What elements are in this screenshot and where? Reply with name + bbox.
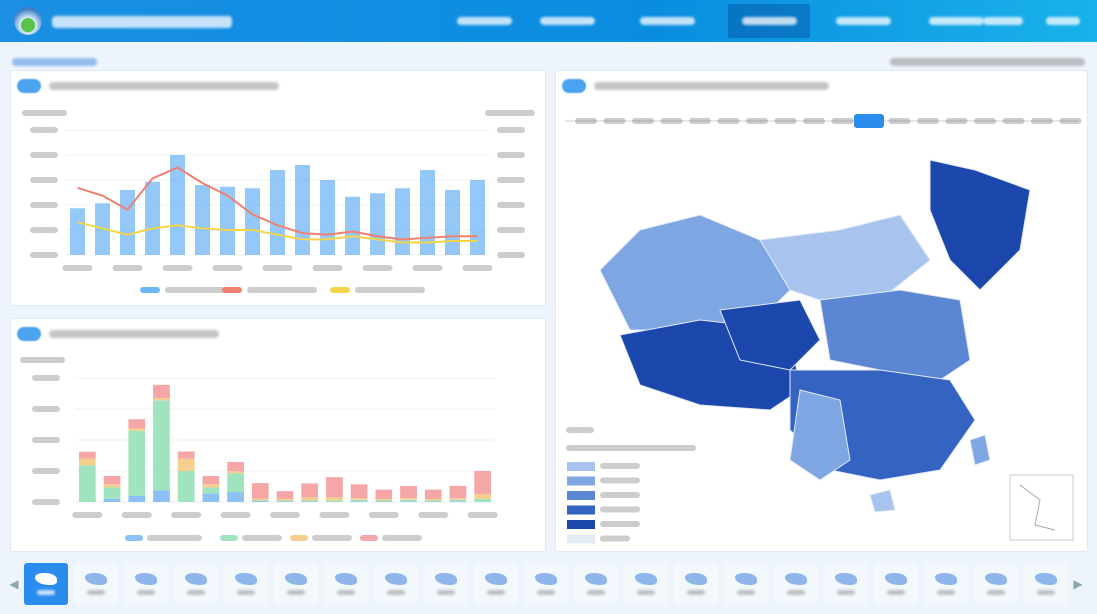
province-thumbnail[interactable]	[274, 563, 318, 605]
province-shape-icon	[185, 573, 207, 585]
province-shape-icon	[285, 573, 307, 585]
province-label	[37, 590, 55, 595]
province-label	[737, 590, 755, 595]
province-shape-icon	[985, 573, 1007, 585]
province-thumbnail[interactable]	[24, 563, 68, 605]
province-thumbnail[interactable]	[224, 563, 268, 605]
province-thumbnail[interactable]	[624, 563, 668, 605]
nav-item[interactable]	[915, 4, 997, 38]
panel-title	[594, 82, 829, 90]
province-thumbnail[interactable]	[724, 563, 768, 605]
province-shape-icon	[135, 573, 157, 585]
panel-badge	[562, 79, 586, 93]
province-thumbnail[interactable]	[324, 563, 368, 605]
province-thumbnail[interactable]	[874, 563, 918, 605]
province-shape-icon	[435, 573, 457, 585]
nav-item[interactable]	[620, 4, 715, 38]
province-label	[987, 590, 1005, 595]
province-label	[137, 590, 155, 595]
province-shape-icon	[785, 573, 807, 585]
exit-button[interactable]	[1038, 4, 1088, 38]
province-label	[587, 590, 605, 595]
nav-item[interactable]	[728, 4, 810, 38]
province-shape-icon	[1035, 573, 1057, 585]
province-thumbnail[interactable]	[824, 563, 868, 605]
province-shape-icon	[485, 573, 507, 585]
top-chart-panel	[10, 70, 546, 306]
nav-item[interactable]	[443, 4, 525, 38]
panel-title	[49, 82, 279, 90]
app-header	[0, 0, 1097, 42]
prev-arrow-icon[interactable]: ◀	[9, 577, 19, 591]
province-thumbnail[interactable]	[924, 563, 968, 605]
panel-title	[49, 330, 219, 338]
province-shape-icon	[335, 573, 357, 585]
province-label	[437, 590, 455, 595]
province-thumbnail[interactable]	[74, 563, 118, 605]
province-thumbnail[interactable]	[974, 563, 1018, 605]
province-label	[687, 590, 705, 595]
province-label	[1037, 590, 1055, 595]
province-shape-icon	[885, 573, 907, 585]
province-label	[387, 590, 405, 595]
province-label	[87, 590, 105, 595]
province-shape-icon	[35, 573, 57, 585]
province-shape-icon	[85, 573, 107, 585]
map-panel	[555, 70, 1088, 552]
province-thumbnail[interactable]	[674, 563, 718, 605]
user-button[interactable]	[975, 4, 1030, 38]
province-thumbnail[interactable]	[174, 563, 218, 605]
province-shape-icon	[935, 573, 957, 585]
province-thumbnail[interactable]	[424, 563, 468, 605]
province-thumbnail[interactable]	[474, 563, 518, 605]
province-label	[637, 590, 655, 595]
province-shape-icon	[235, 573, 257, 585]
province-label	[187, 590, 205, 595]
breadcrumb	[12, 53, 97, 71]
province-shape-icon	[635, 573, 657, 585]
province-shape-icon	[535, 573, 557, 585]
nav-item[interactable]	[520, 4, 615, 38]
bottom-chart-panel	[10, 318, 546, 552]
province-label	[537, 590, 555, 595]
province-label	[887, 590, 905, 595]
province-label	[837, 590, 855, 595]
province-thumbnail[interactable]	[524, 563, 568, 605]
province-thumbnail[interactable]	[774, 563, 818, 605]
province-thumbnail[interactable]	[1024, 563, 1068, 605]
panel-badge	[17, 327, 41, 341]
province-shape-icon	[385, 573, 407, 585]
next-arrow-icon[interactable]: ▶	[1073, 577, 1083, 591]
province-shape-icon	[685, 573, 707, 585]
header-note	[890, 53, 1085, 71]
province-label	[287, 590, 305, 595]
province-thumbnail[interactable]	[374, 563, 418, 605]
province-label	[787, 590, 805, 595]
province-thumbnail[interactable]	[574, 563, 618, 605]
province-label	[237, 590, 255, 595]
province-label	[487, 590, 505, 595]
nav-item[interactable]	[822, 4, 904, 38]
province-label	[937, 590, 955, 595]
logo	[14, 7, 42, 35]
panel-badge	[17, 79, 41, 93]
province-shape-icon	[585, 573, 607, 585]
province-shape-icon	[835, 573, 857, 585]
thumbnail-strip: ◀ ▶	[8, 560, 1089, 608]
app-title	[52, 15, 232, 33]
province-label	[337, 590, 355, 595]
province-shape-icon	[735, 573, 757, 585]
province-thumbnail[interactable]	[124, 563, 168, 605]
